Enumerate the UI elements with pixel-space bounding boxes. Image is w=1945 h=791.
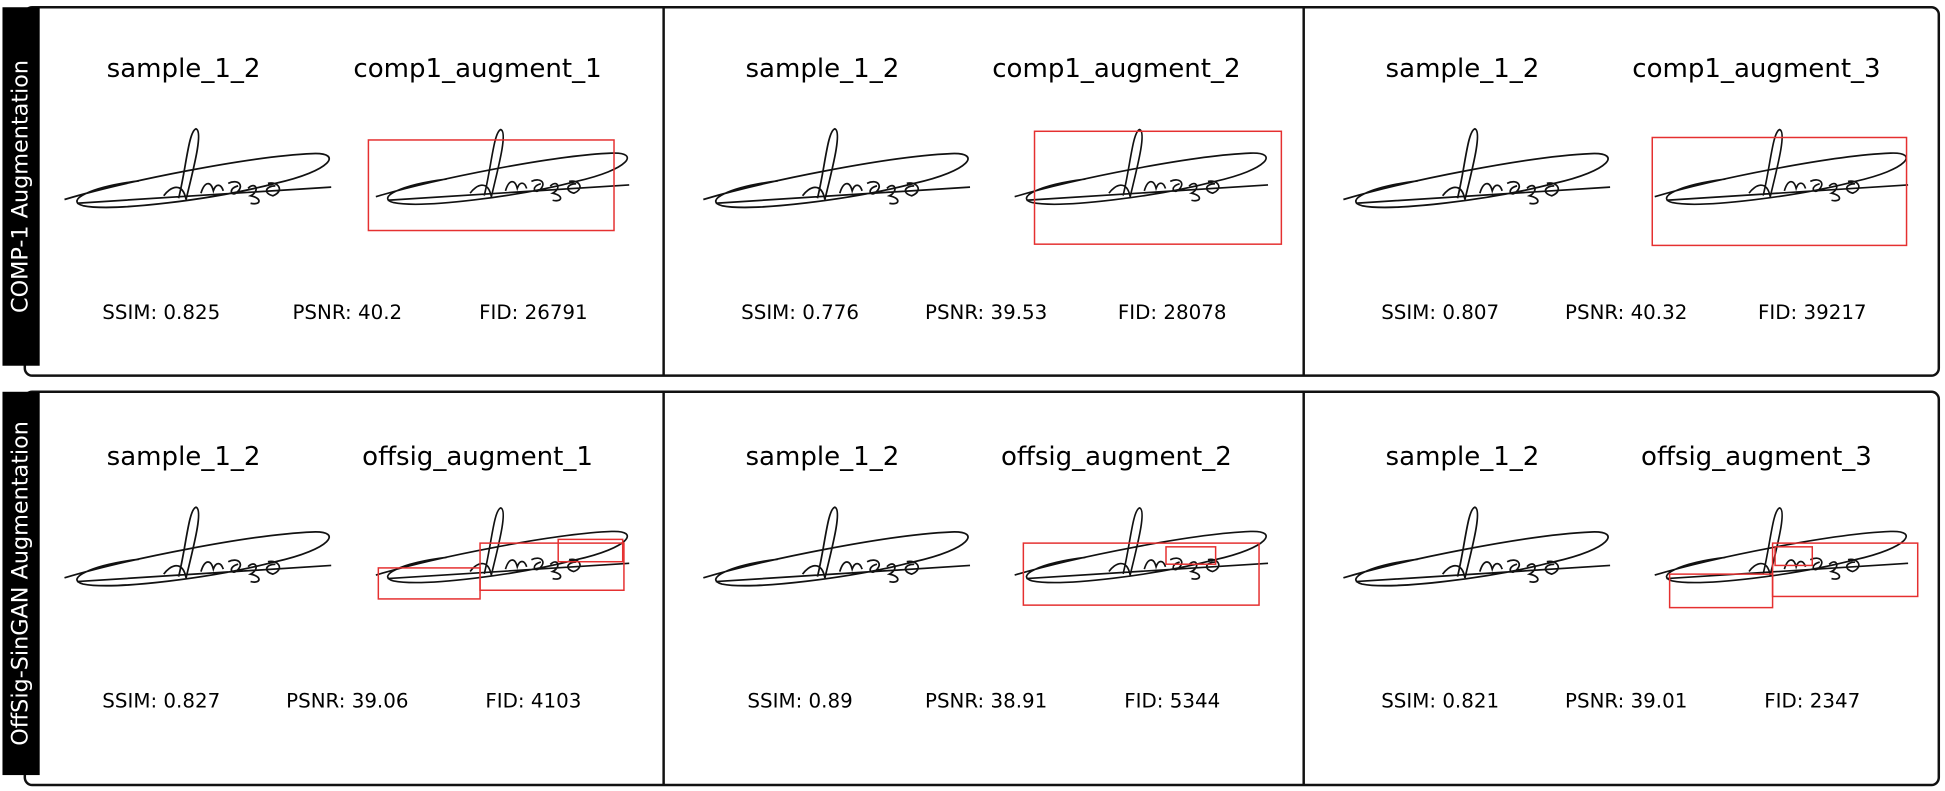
right-title: comp1_augment_2: [992, 54, 1240, 84]
augment-box: [1033, 130, 1283, 245]
left-title: sample_1_2: [107, 442, 261, 472]
right-title: comp1_augment_1: [353, 54, 601, 84]
ssim: SSIM: 0.89: [747, 689, 852, 712]
augment-box: [1651, 136, 1908, 247]
signature: [703, 506, 971, 587]
augment-box: [479, 542, 625, 591]
row-label: COMP-1 Augmentation: [8, 60, 34, 313]
fid: FID: 26791: [479, 301, 588, 324]
ssim: SSIM: 0.827: [102, 689, 220, 712]
signature: [64, 127, 332, 209]
psnr: PSNR: 39.01: [1565, 689, 1687, 712]
right-title: offsig_augment_3: [1641, 442, 1872, 472]
psnr: PSNR: 39.53: [925, 301, 1047, 324]
augment-box: [1774, 546, 1814, 567]
left-title: sample_1_2: [746, 54, 900, 84]
ssim: SSIM: 0.821: [1381, 689, 1499, 712]
signature: [375, 507, 630, 584]
signature: [1343, 127, 1611, 209]
psnr: PSNR: 40.2: [292, 301, 402, 324]
signature: [703, 127, 971, 209]
ssim: SSIM: 0.825: [102, 301, 220, 324]
augment-box: [1165, 546, 1217, 565]
psnr: PSNR: 40.32: [1565, 301, 1687, 324]
augment-box: [557, 538, 624, 563]
right-title: comp1_augment_3: [1632, 54, 1880, 84]
fid: FID: 2347: [1764, 689, 1860, 712]
signature: [375, 128, 630, 205]
row-label-bg: [2, 7, 40, 366]
psnr: PSNR: 39.06: [286, 689, 408, 712]
signature: [1014, 507, 1269, 584]
left-title: sample_1_2: [107, 54, 261, 84]
row-label: OffSig-SinGAN Augmentation: [8, 421, 34, 746]
signature: [64, 506, 332, 587]
signature: [1654, 507, 1909, 584]
augment-box: [1771, 542, 1919, 598]
left-title: sample_1_2: [746, 442, 900, 472]
right-title: offsig_augment_2: [1001, 442, 1232, 472]
signature: [1343, 506, 1611, 587]
psnr: PSNR: 38.91: [925, 689, 1047, 712]
fid: FID: 28078: [1118, 301, 1227, 324]
signature: [1014, 128, 1269, 205]
augment-box: [367, 139, 615, 232]
fid: FID: 5344: [1124, 689, 1220, 712]
fid: FID: 4103: [485, 689, 581, 712]
ssim: SSIM: 0.776: [741, 301, 859, 324]
left-title: sample_1_2: [1386, 442, 1540, 472]
augment-box: [1022, 542, 1260, 606]
left-title: sample_1_2: [1386, 54, 1540, 84]
signature: [1654, 128, 1909, 205]
row-label-bg: [2, 391, 40, 776]
augment-box: [1668, 573, 1774, 609]
fid: FID: 39217: [1758, 301, 1867, 324]
right-title: offsig_augment_1: [362, 442, 593, 472]
ssim: SSIM: 0.807: [1381, 301, 1499, 324]
augment-box: [377, 567, 481, 600]
